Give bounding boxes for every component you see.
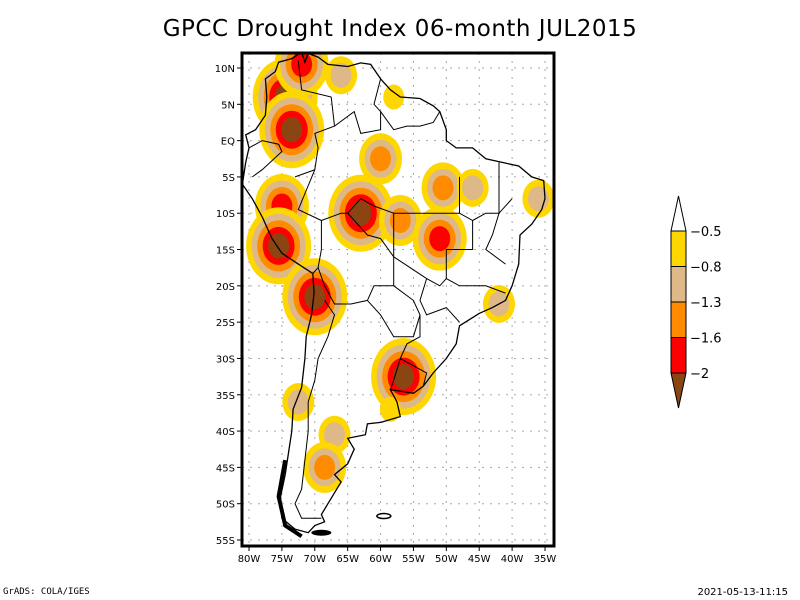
timestamp: 2021-05-13-11:15 <box>697 587 788 598</box>
drought-region <box>282 383 314 421</box>
x-tick-label: 65W <box>336 554 359 565</box>
y-axis: 10N 5N EQ 5S 10S 15S 20S 25S 30S 35S 40S 45S 50S 55S <box>215 64 242 547</box>
x-tick-label: 60W <box>369 554 392 565</box>
y-tick-label: 15S <box>216 246 235 257</box>
colorbar-label: −2 <box>690 367 709 382</box>
grads-credit: GrADS: COLA/IGES <box>3 587 90 597</box>
colorbar-label: −0.5 <box>690 225 722 240</box>
colorbar-label: −1.3 <box>690 296 722 311</box>
colorbar-legend: −0.5 −0.8 −1.3 −1.6 −2 <box>671 196 722 408</box>
drought-contour-level-3 <box>314 455 335 480</box>
colorbar-bin <box>671 231 686 267</box>
drought-region <box>380 397 401 422</box>
drought-contour-level-4 <box>291 52 312 77</box>
drought-contour-level-2 <box>528 186 549 211</box>
drought-contour-level-5 <box>304 284 325 309</box>
colorbar-bin <box>671 267 686 303</box>
y-tick-label: 50S <box>216 500 235 511</box>
country-border <box>381 112 440 130</box>
drought-contour-level-1 <box>380 397 401 422</box>
x-tick-label: 45W <box>468 554 491 565</box>
country-border <box>367 286 420 337</box>
y-tick-label: 40S <box>216 427 235 438</box>
drought-contour-level-5 <box>393 364 414 389</box>
drought-region <box>259 91 324 168</box>
y-tick-label: EQ <box>221 137 235 148</box>
x-tick-label: 55W <box>402 554 425 565</box>
y-tick-label: 10S <box>216 209 235 220</box>
drought-map: 10N5NEQ5S10S15S20S25S30S35S40S45S50S55S … <box>0 0 800 600</box>
y-tick-label: 55S <box>216 536 235 547</box>
colorbar-bin <box>671 302 686 338</box>
colorbar-label: −1.6 <box>690 332 722 347</box>
y-tick-label: 35S <box>216 391 235 402</box>
drought-contour-level-5 <box>350 201 371 226</box>
tierra-del-fuego <box>311 530 331 536</box>
y-tick-label: 5N <box>221 100 235 111</box>
y-tick-label: 20S <box>216 282 235 293</box>
y-tick-label: 45S <box>216 463 235 474</box>
colorbar-label: −0.8 <box>690 261 722 276</box>
drought-region <box>457 169 489 207</box>
drought-region <box>325 56 357 94</box>
y-tick-label: 10N <box>215 64 235 75</box>
x-axis: 80W 75W 70W 65W 60W 55W 50W 45W 40W 35W <box>238 546 557 565</box>
drought-contour-level-2 <box>288 390 309 415</box>
y-tick-label: 25S <box>216 318 235 329</box>
x-tick-label: 50W <box>435 554 458 565</box>
drought-contour-level-3 <box>370 146 391 171</box>
colorbar-bin-above <box>671 196 686 231</box>
x-tick-label: 75W <box>271 554 294 565</box>
y-tick-label: 30S <box>216 354 235 365</box>
x-tick-label: 40W <box>501 554 524 565</box>
colorbar-bin-below <box>671 373 686 408</box>
falkland-islands <box>377 514 391 519</box>
x-tick-label: 35W <box>534 554 557 565</box>
drought-contour-level-2 <box>462 175 483 200</box>
drought-region <box>371 338 436 415</box>
drought-contour-level-4 <box>429 226 450 251</box>
drought-contour-level-3 <box>390 208 411 233</box>
y-tick-label: 5S <box>222 173 235 184</box>
drought-region <box>282 258 347 335</box>
drought-region <box>522 180 554 218</box>
drought-contour-level-5 <box>281 117 302 142</box>
drought-region <box>413 207 467 271</box>
colorbar-bin <box>671 338 686 374</box>
x-tick-label: 70W <box>303 554 326 565</box>
x-tick-label: 80W <box>238 554 261 565</box>
drought-contour-level-3 <box>433 175 454 200</box>
